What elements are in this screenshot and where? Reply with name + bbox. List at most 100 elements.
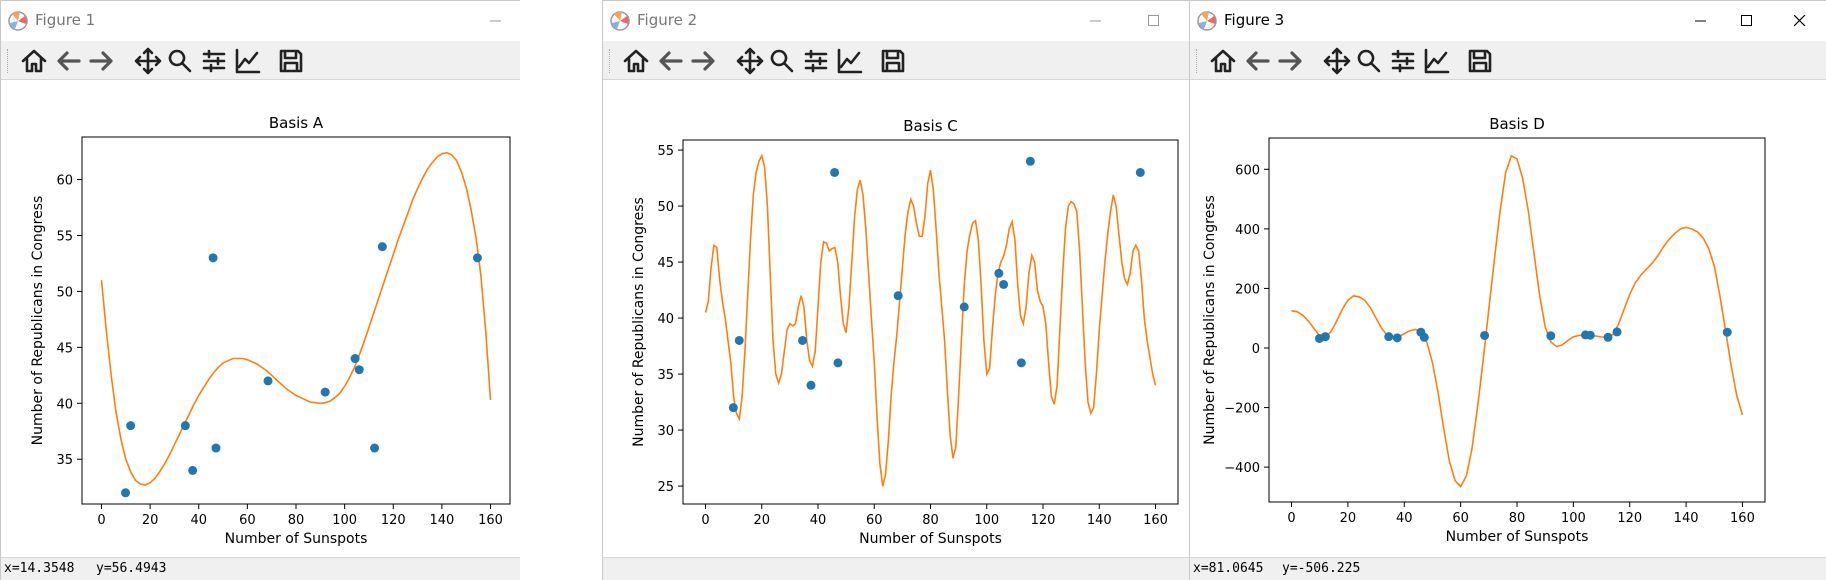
status-y-coordinate: y=-506.225 bbox=[1282, 561, 1361, 576]
home-button[interactable] bbox=[19, 46, 49, 76]
data-point bbox=[1546, 331, 1556, 341]
line-chart-icon bbox=[1424, 48, 1450, 74]
y-tick-label: 25 bbox=[657, 480, 674, 495]
maximize-button[interactable] bbox=[1131, 1, 1177, 41]
x-tick-label: 40 bbox=[190, 513, 207, 528]
plot-area[interactable]: Basis D 0 20 40 60 80 100 120 140 160 −400 −200 0 200… bbox=[1190, 79, 1826, 563]
minimize-button[interactable] bbox=[1073, 1, 1119, 41]
minimize-icon bbox=[1090, 20, 1101, 22]
x-tick-label: 20 bbox=[142, 513, 159, 528]
y-tick-label: 35 bbox=[56, 453, 73, 468]
x-tick-label: 120 bbox=[1031, 513, 1056, 528]
forward-button[interactable] bbox=[1276, 46, 1306, 76]
configure-subplots-button[interactable] bbox=[1388, 46, 1418, 76]
fit-curve bbox=[100, 151, 492, 486]
matplotlib-app-icon bbox=[610, 11, 630, 31]
back-button[interactable] bbox=[53, 46, 83, 76]
title-bar[interactable]: Figure 3 bbox=[1190, 1, 1826, 41]
maximize-button[interactable] bbox=[1724, 1, 1770, 41]
minimize-button[interactable] bbox=[473, 1, 519, 41]
chart-title: Basis D bbox=[1489, 115, 1545, 133]
x-tick-label: 60 bbox=[239, 513, 256, 528]
configure-subplots-button[interactable] bbox=[199, 46, 229, 76]
forward-button[interactable] bbox=[87, 46, 117, 76]
y-tick-label: 0 bbox=[1252, 342, 1260, 357]
x-tick-label: 80 bbox=[288, 513, 305, 528]
title-bar[interactable]: Figure 1 bbox=[1, 1, 520, 41]
pan-button[interactable] bbox=[735, 46, 765, 76]
plot-area[interactable]: Basis C 0 20 40 60 80 100 120 140 160 25 30 35 40 45 50… bbox=[603, 79, 1189, 563]
data-point bbox=[893, 291, 903, 301]
back-button[interactable] bbox=[1242, 46, 1272, 76]
x-tick-label: 120 bbox=[381, 513, 406, 528]
y-axis-label: Number of Republicans in Congress bbox=[30, 196, 46, 446]
toolbar-grip[interactable] bbox=[609, 49, 612, 73]
axes-frame bbox=[1268, 137, 1766, 503]
arrow-right-icon bbox=[691, 51, 715, 71]
edit-axes-button[interactable] bbox=[233, 46, 263, 76]
data-point bbox=[1384, 332, 1394, 342]
home-button[interactable] bbox=[621, 46, 651, 76]
y-tick-label: 45 bbox=[657, 256, 674, 271]
save-button[interactable] bbox=[276, 46, 306, 76]
chart-svg: Basis A 0 20 40 60 80 100 120 140 160 35 40 45 50 55 60… bbox=[30, 114, 511, 547]
data-point bbox=[208, 253, 218, 263]
edit-axes-button[interactable] bbox=[835, 46, 865, 76]
data-point bbox=[126, 421, 136, 431]
status-bar: x=14.3548 y=56.4943 bbox=[1, 557, 520, 580]
zoom-button[interactable] bbox=[165, 46, 195, 76]
chart-svg: Basis C 0 20 40 60 80 100 120 140 160 25 30 35 40 45 50… bbox=[631, 117, 1179, 547]
pan-button[interactable] bbox=[133, 46, 163, 76]
pan-button[interactable] bbox=[1322, 46, 1352, 76]
data-point bbox=[1612, 327, 1622, 337]
status-y-coordinate: y=56.4943 bbox=[96, 561, 167, 576]
data-point bbox=[959, 302, 969, 312]
data-point bbox=[734, 335, 744, 345]
back-button[interactable] bbox=[655, 46, 685, 76]
zoom-button[interactable] bbox=[767, 46, 797, 76]
home-icon bbox=[1210, 49, 1236, 73]
sliders-icon bbox=[202, 49, 226, 73]
minimize-icon bbox=[490, 20, 501, 22]
data-point bbox=[370, 443, 380, 453]
line-chart-icon bbox=[837, 48, 863, 74]
fit-curve bbox=[704, 153, 1157, 487]
figure-window-1: Figure 1 Basis A 0 20 40 60 80 100 120 140 160 35 4… bbox=[0, 0, 520, 580]
x-axis-label: Number of Sunspots bbox=[1446, 529, 1589, 545]
forward-button[interactable] bbox=[689, 46, 719, 76]
arrow-left-icon bbox=[57, 51, 81, 71]
arrow-right-icon bbox=[89, 51, 113, 71]
data-point bbox=[1419, 332, 1429, 342]
move-icon bbox=[736, 47, 764, 75]
data-point bbox=[994, 268, 1004, 278]
save-button[interactable] bbox=[878, 46, 908, 76]
y-tick-label: 50 bbox=[657, 200, 674, 215]
plot-area[interactable]: Basis A 0 20 40 60 80 100 120 140 160 35 40 45 50 55 60… bbox=[1, 79, 520, 563]
y-tick-label: 30 bbox=[657, 424, 674, 439]
zoom-button[interactable] bbox=[1354, 46, 1384, 76]
data-point bbox=[472, 253, 482, 263]
x-tick-label: 20 bbox=[1340, 511, 1357, 526]
toolbar-grip[interactable] bbox=[7, 49, 10, 73]
data-point bbox=[833, 358, 843, 368]
x-tick-label: 80 bbox=[1509, 511, 1526, 526]
y-tick-label: 400 bbox=[1235, 223, 1260, 238]
y-tick-label: 40 bbox=[657, 312, 674, 327]
close-button[interactable] bbox=[1777, 1, 1823, 41]
y-axis-label: Number of Republicans in Congress bbox=[631, 197, 647, 447]
title-bar[interactable]: Figure 2 bbox=[603, 1, 1189, 41]
x-tick-label: 140 bbox=[1674, 511, 1699, 526]
toolbar-grip[interactable] bbox=[1196, 49, 1199, 73]
configure-subplots-button[interactable] bbox=[801, 46, 831, 76]
save-button[interactable] bbox=[1465, 46, 1495, 76]
minimize-button[interactable] bbox=[1678, 1, 1724, 41]
x-tick-label: 0 bbox=[1287, 511, 1295, 526]
arrow-left-icon bbox=[1246, 51, 1270, 71]
axes-frame bbox=[81, 136, 511, 505]
move-icon bbox=[134, 47, 162, 75]
window-title: Figure 3 bbox=[1224, 11, 1285, 29]
data-point bbox=[1135, 167, 1145, 177]
x-tick-label: 120 bbox=[1617, 511, 1642, 526]
edit-axes-button[interactable] bbox=[1422, 46, 1452, 76]
home-button[interactable] bbox=[1208, 46, 1238, 76]
